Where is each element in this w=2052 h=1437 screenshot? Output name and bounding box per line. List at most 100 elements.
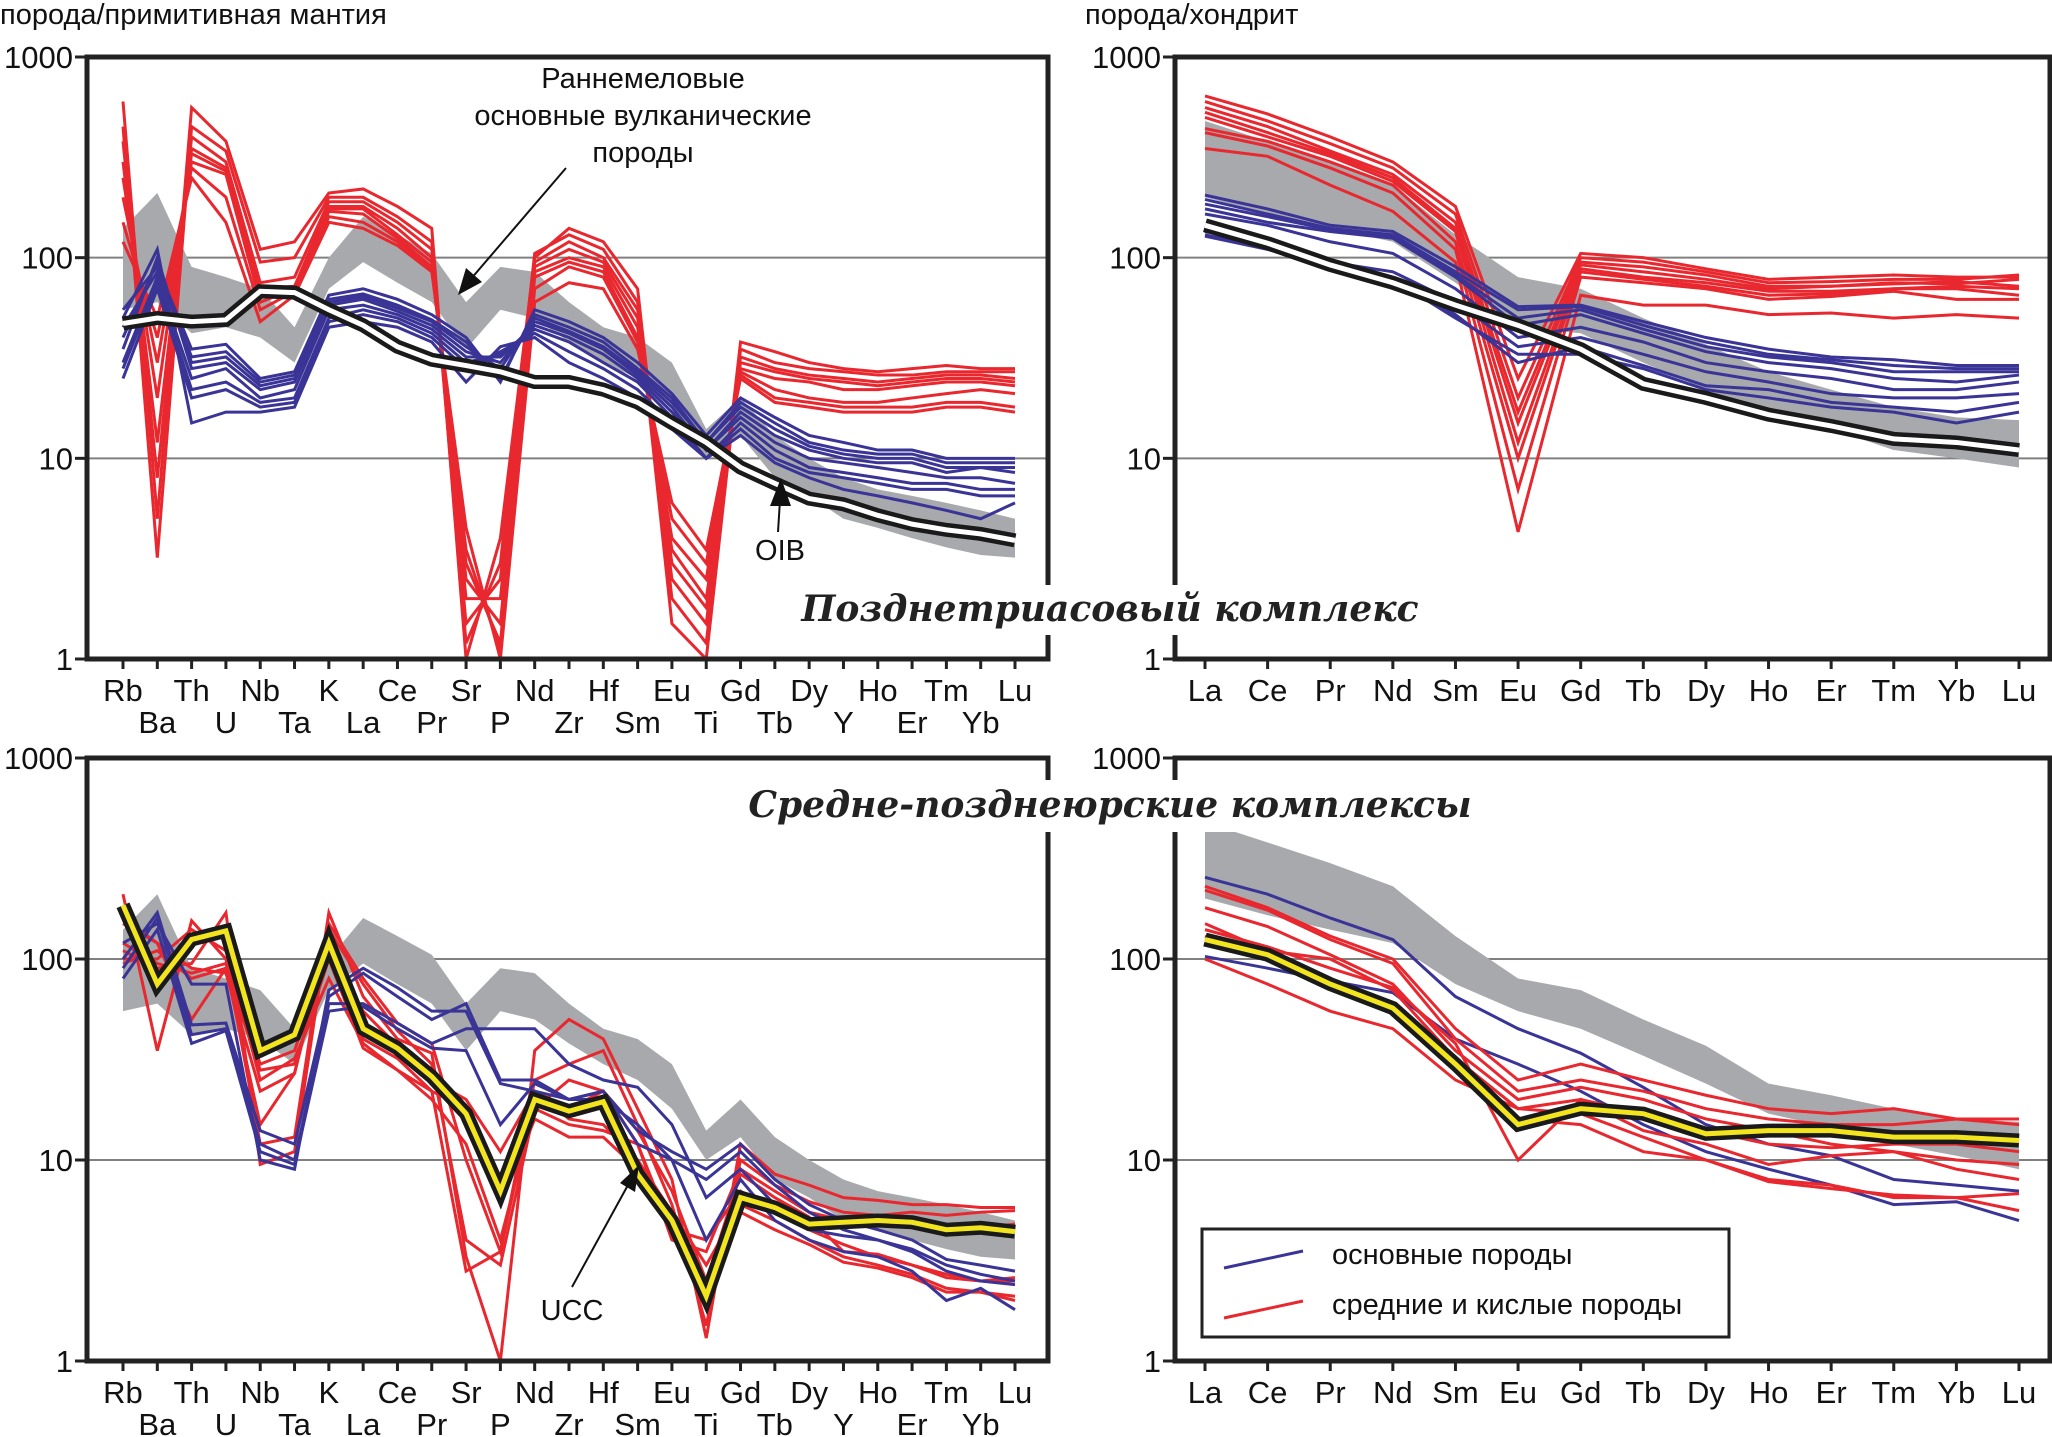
x-tick-label-p: P [490, 705, 511, 740]
series-line-intermediate-felsic [1204, 147, 2020, 533]
x-tick-label-lu: Lu [998, 673, 1032, 708]
x-tick-label-zr: Zr [554, 705, 583, 740]
annotation-text-line: породы [592, 137, 693, 169]
x-tick-label-ba: Ba [138, 1407, 177, 1437]
annotation-oib-text: OIB [755, 535, 805, 567]
x-tick-label-er: Er [1816, 1375, 1847, 1410]
annotation-ucc-text: UCC [541, 1295, 604, 1327]
x-tick-label-lu: Lu [2002, 673, 2036, 708]
reference-line-ucc-core [1204, 937, 2020, 1144]
plot-area [116, 893, 1016, 1361]
x-tick-label-la: La [346, 705, 381, 740]
arrow-head-icon [458, 268, 482, 295]
x-tick-label-tb: Tb [757, 1407, 793, 1437]
x-tick-label-yb: Yb [1937, 1375, 1975, 1410]
x-tick-label-nd: Nd [515, 1375, 555, 1410]
legend-swatch-intermediate-felsic [1223, 1299, 1304, 1320]
series-line-intermediate-felsic [1204, 100, 2020, 403]
plot-frame [1172, 54, 2052, 662]
x-tick-label-sm: Sm [614, 1407, 661, 1437]
series-line-intermediate-felsic [122, 948, 1016, 1305]
legend-label-basic: основные породы [1332, 1239, 1572, 1271]
x-tick-label-dy: Dy [790, 673, 828, 708]
x-tick-label-y: Y [833, 705, 854, 740]
x-tick-label-la: La [1188, 1375, 1223, 1410]
series-line-basic [121, 244, 1016, 521]
x-tick-label-nd: Nd [515, 673, 555, 708]
x-tick-label-th: Th [174, 1375, 210, 1410]
x-tick-label-hf: Hf [588, 673, 619, 708]
chart-panel-upper-ree: 1 10 100 1000 La Ce Pr Nd Sm Eu Gd Tb Dy Ho Er Tm Yb Lu по… [1085, 0, 2052, 708]
y-tick-label: 10 [1127, 1143, 1161, 1178]
plot-area [1203, 822, 2020, 1222]
x-tick-label-y: Y [833, 1407, 854, 1437]
x-tick-label-th: Th [174, 673, 210, 708]
legend-swatch-basic [1223, 1249, 1304, 1270]
y-tick-label: 100 [21, 241, 73, 276]
x-tick-label-yb: Yb [1937, 673, 1975, 708]
series-line-intermediate-felsic [121, 165, 1016, 652]
reference-band [123, 894, 1015, 1260]
x-tick-label-sm: Sm [614, 705, 661, 740]
x-tick-label-eu: Eu [653, 673, 691, 708]
x-tick-label-tm: Tm [924, 673, 969, 708]
x-tick-label-pr: Pr [1315, 673, 1346, 708]
reference-band [1205, 822, 2019, 1170]
x-tick-label-nb: Nb [240, 1375, 280, 1410]
x-tick-label-u: U [215, 705, 237, 740]
x-tick-label-ti: Ti [694, 1407, 719, 1437]
x-tick-label-ta: Ta [278, 1407, 312, 1437]
y-tick-label: 1000 [1092, 40, 1161, 75]
chart-panel-lower-spider: 1101001000RbBaThUNbTaKLaCePrSrPNdZrHfSmE… [4, 741, 1051, 1437]
series-line-intermediate-felsic [122, 941, 1016, 1298]
series-line-basic [121, 926, 1016, 1311]
x-tick-label-ta: Ta [278, 705, 312, 740]
annotation-text-line: Раннемеловые [541, 63, 745, 95]
series-line-basic [121, 253, 1016, 475]
x-tick-label-ba: Ba [138, 705, 177, 740]
series-line-basic [1204, 202, 2019, 374]
y-axis-label: порода/примитивная мантия [0, 0, 387, 31]
legend-label-intermediate-felsic: средние и кислые породы [1332, 1289, 1682, 1321]
x-tick-label-u: U [215, 1407, 237, 1437]
series-line-basic [1204, 875, 2020, 1193]
x-tick-label-sr: Sr [451, 673, 482, 708]
x-tick-label-tm: Tm [1871, 1375, 1916, 1410]
plot-frame [1172, 755, 2052, 1364]
y-tick-label: 1 [56, 1344, 73, 1379]
x-tick-label-rb: Rb [103, 1375, 143, 1410]
y-tick-label: 100 [21, 942, 73, 977]
x-tick-label-gd: Gd [1560, 1375, 1601, 1410]
annotation-early-cretaceous: Раннемеловые основные вулканические породы [458, 63, 812, 295]
x-tick-label-er: Er [897, 1407, 928, 1437]
x-tick-label-dy: Dy [1687, 673, 1725, 708]
x-tick-label-yb: Yb [962, 705, 1000, 740]
series-line-basic [121, 263, 1015, 460]
series-line-intermediate-felsic [123, 927, 1015, 1283]
upper-group-title: Позднетриасовый комплекс [800, 585, 1419, 635]
series-line-intermediate-felsic [1204, 127, 2020, 464]
x-tick-label-ce: Ce [378, 1375, 418, 1410]
x-tick-label-tm: Tm [1871, 673, 1916, 708]
series-line-intermediate-felsic [1204, 906, 2020, 1166]
series-line-intermediate-felsic [1204, 131, 2019, 496]
x-tick-label-ho: Ho [1749, 673, 1789, 708]
series-line-basic [121, 284, 1015, 498]
annotation-ucc: UCC [541, 1165, 639, 1327]
x-tick-label-k: K [319, 1375, 340, 1410]
chart-panel-lower-ree: 1 10 100 1000 La Ce Pr Nd Sm Eu Gd Tb Dy Ho Er Tm Yb Lu [1092, 741, 2052, 1410]
x-tick-label-gd: Gd [720, 673, 761, 708]
chart-panel-upper-spider: 1101001000RbBaThUNbTaKLaCePrSrPNdZrHfSmE… [0, 0, 1051, 740]
y-tick-label: 1 [56, 642, 73, 677]
x-tick-label-zr: Zr [554, 1407, 583, 1437]
series-line-intermediate-felsic [1204, 110, 2020, 428]
series-line-intermediate-felsic [1204, 94, 2019, 383]
x-tick-label-yb: Yb [962, 1407, 1000, 1437]
x-tick-label-dy: Dy [1687, 1375, 1725, 1410]
x-tick-label-ho: Ho [1749, 1375, 1789, 1410]
series-line-intermediate-felsic [1204, 888, 2020, 1127]
y-tick-label: 1 [1144, 642, 1161, 677]
x-tick-label-ti: Ti [694, 705, 719, 740]
arrow-head-icon [770, 478, 791, 506]
series-line-basic [121, 272, 1016, 485]
